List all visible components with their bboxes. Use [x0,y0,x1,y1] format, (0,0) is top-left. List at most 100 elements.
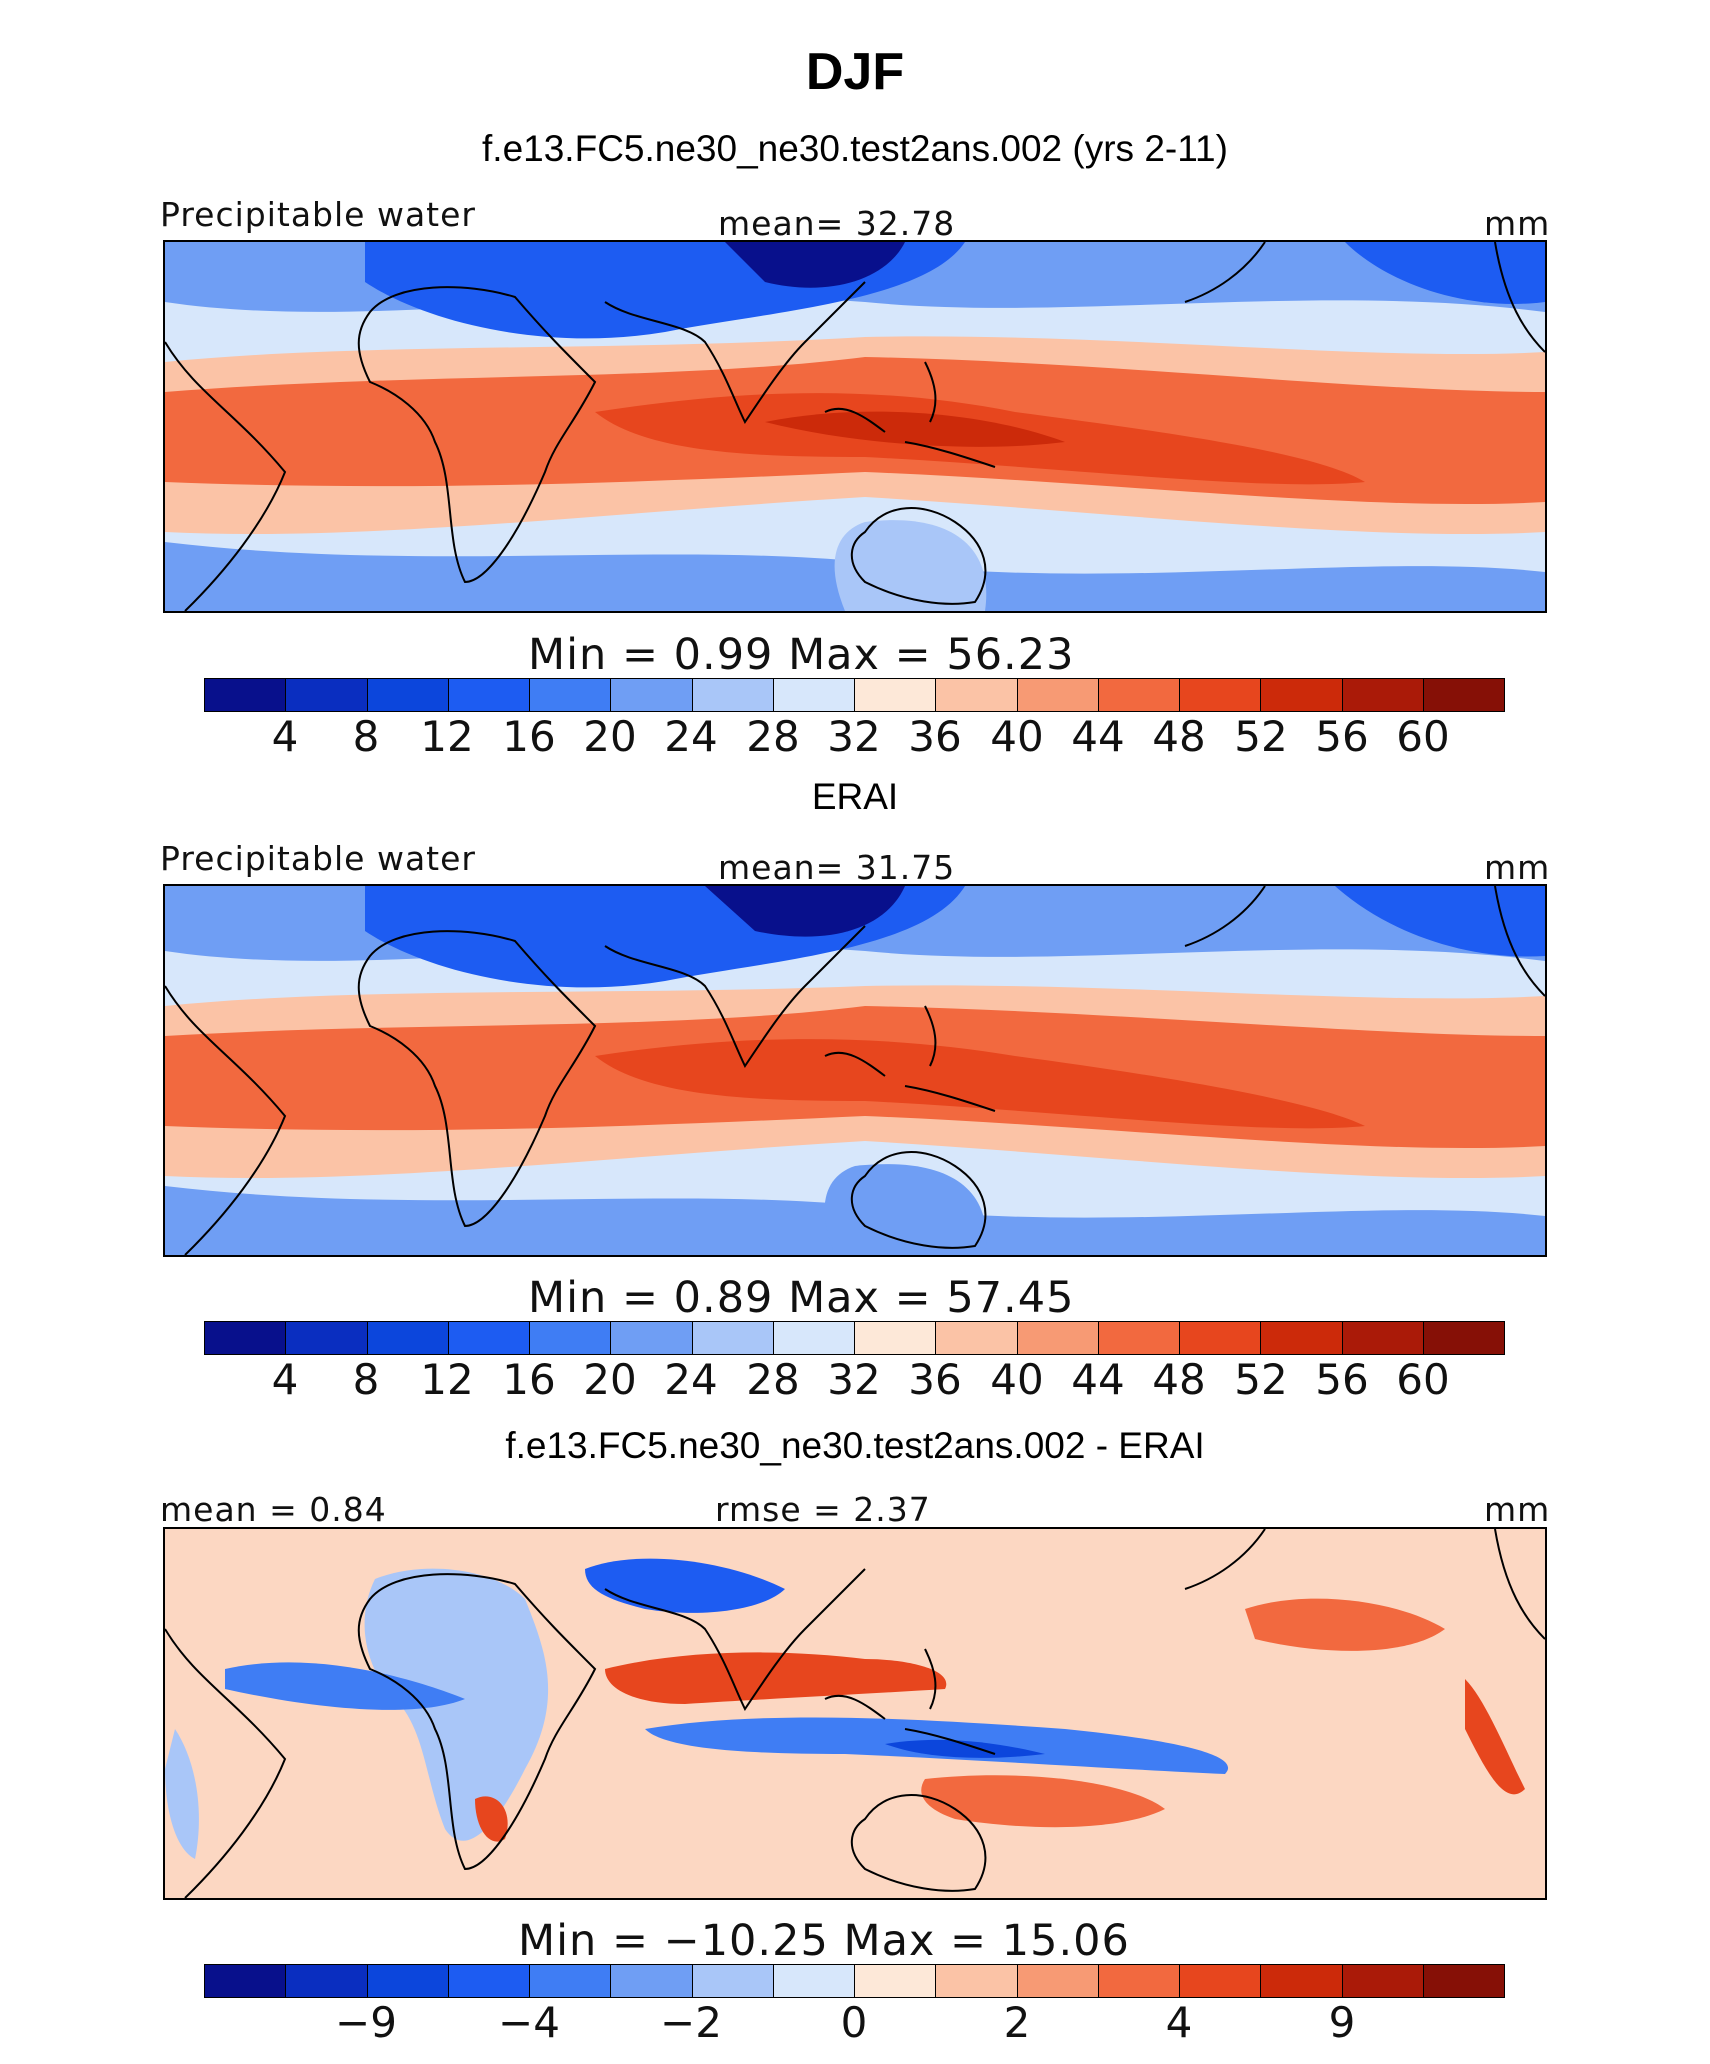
colorbar-swatch [530,1965,612,1997]
colorbar-tick-label: 60 [1396,712,1450,761]
colorbar-swatch [692,1965,774,1997]
colorbar-tick-label: 24 [664,1355,718,1404]
colorbar-swatch [773,1965,855,1997]
panel-1-mean-label: mean= 32.78 [718,204,956,243]
colorbar-swatch [855,1322,937,1354]
colorbar-tick-label: 28 [746,712,800,761]
colorbar-swatch [286,1965,368,1997]
colorbar-tick-label: 20 [583,1355,637,1404]
colorbar-swatch [936,1965,1018,1997]
colorbar-swatch [530,679,612,711]
panel-3-map [163,1527,1547,1900]
colorbar-tick-label: 0 [840,1998,868,2047]
colorbar-tick-label: 9 [1328,1998,1356,2047]
colorbar-swatch [1342,1322,1424,1354]
figure-title: DJF [805,43,905,101]
panel-2-variable-label: Precipitable water [160,839,476,878]
colorbar-swatch [611,679,693,711]
colorbar-swatch [1261,1322,1343,1354]
colorbar-tick-label: 28 [746,1355,800,1404]
colorbar-tick-label: 12 [420,1355,474,1404]
panel-3-minmax: Min = −10.25 Max = 15.06 [518,1916,1130,1966]
panel-2-title: ERAI [811,776,899,817]
colorbar-tick-label: 52 [1234,712,1288,761]
colorbar-tick-label: 2 [1003,1998,1031,2047]
colorbar-swatch [692,679,774,711]
colorbar-swatch [1017,1322,1099,1354]
colorbar-tick-label: 40 [990,1355,1044,1404]
panel-3-rmse-label: rmse = 2.37 [715,1490,931,1529]
colorbar-tick-label: 48 [1152,1355,1206,1404]
colorbar-swatch [936,1322,1018,1354]
colorbar-tick-label: −9 [335,1998,397,2047]
colorbar-tick-label: −4 [498,1998,560,2047]
colorbar-tick-label: 12 [420,712,474,761]
colorbar-swatch [1261,1965,1343,1997]
colorbar-swatch [1180,1322,1262,1354]
colorbar-tick-label: 44 [1071,1355,1125,1404]
colorbar-swatch [936,679,1018,711]
colorbar-swatch [1017,1965,1099,1997]
colorbar-tick-label: 20 [583,712,637,761]
colorbar-tick-label: 56 [1315,712,1369,761]
colorbar-swatch [1017,679,1099,711]
colorbar-tick-label: 8 [352,712,380,761]
panel-2-minmax: Min = 0.89 Max = 57.45 [528,1273,1075,1323]
colorbar-swatch [1098,679,1180,711]
colorbar-tick-label: 16 [502,1355,556,1404]
colorbar-swatch [286,679,368,711]
panel-3-title: f.e13.FC5.ne30_ne30.test2ans.002 - ERAI [505,1425,1205,1466]
colorbar-swatch [205,1322,287,1354]
panel-1-colorbar [204,678,1505,712]
colorbar-tick-label: 60 [1396,1355,1450,1404]
colorbar-swatch [1098,1322,1180,1354]
panel-2-mean-label: mean= 31.75 [718,848,956,887]
colorbar-tick-label: 48 [1152,712,1206,761]
colorbar-swatch [1342,679,1424,711]
panel-3-units-label: mm [1484,1490,1551,1529]
colorbar-tick-label: 4 [271,712,299,761]
colorbar-swatch [530,1322,612,1354]
panel-1-units-label: mm [1484,204,1551,243]
panel-1-map-field [165,242,1545,611]
colorbar-swatch [1423,1965,1504,1997]
colorbar-tick-label: 32 [827,712,881,761]
colorbar-swatch [1098,1965,1180,1997]
colorbar-swatch [773,679,855,711]
colorbar-tick-label: 4 [1165,1998,1193,2047]
colorbar-tick-label: 8 [352,1355,380,1404]
colorbar-swatch [448,679,530,711]
colorbar-swatch [1342,1965,1424,1997]
colorbar-tick-label: −2 [660,1998,722,2047]
panel-3-mean-label: mean = 0.84 [160,1490,387,1529]
colorbar-swatch [205,1965,287,1997]
colorbar-swatch [611,1322,693,1354]
colorbar-tick-label: 16 [502,712,556,761]
colorbar-swatch [367,679,449,711]
colorbar-tick-label: 36 [908,1355,962,1404]
panel-2-map-field [165,886,1545,1255]
colorbar-swatch [611,1965,693,1997]
colorbar-tick-label: 4 [271,1355,299,1404]
colorbar-tick-label: 56 [1315,1355,1369,1404]
colorbar-tick-label: 36 [908,712,962,761]
colorbar-tick-label: 32 [827,1355,881,1404]
colorbar-tick-label: 52 [1234,1355,1288,1404]
panel-1-minmax: Min = 0.99 Max = 56.23 [528,630,1075,680]
panel-2-colorbar [204,1321,1505,1355]
panel-1-title: f.e13.FC5.ne30_ne30.test2ans.002 (yrs 2-… [482,128,1228,169]
colorbar-swatch [448,1322,530,1354]
panel-3-map-field [165,1529,1545,1898]
colorbar-tick-label: 40 [990,712,1044,761]
colorbar-swatch [855,1965,937,1997]
colorbar-swatch [1423,1322,1504,1354]
panel-2-units-label: mm [1484,848,1551,887]
colorbar-swatch [692,1322,774,1354]
colorbar-tick-label: 24 [664,712,718,761]
colorbar-swatch [773,1322,855,1354]
colorbar-swatch [367,1965,449,1997]
panel-1-variable-label: Precipitable water [160,195,476,234]
panel-2-map [163,884,1547,1257]
colorbar-swatch [855,679,937,711]
colorbar-swatch [1261,679,1343,711]
